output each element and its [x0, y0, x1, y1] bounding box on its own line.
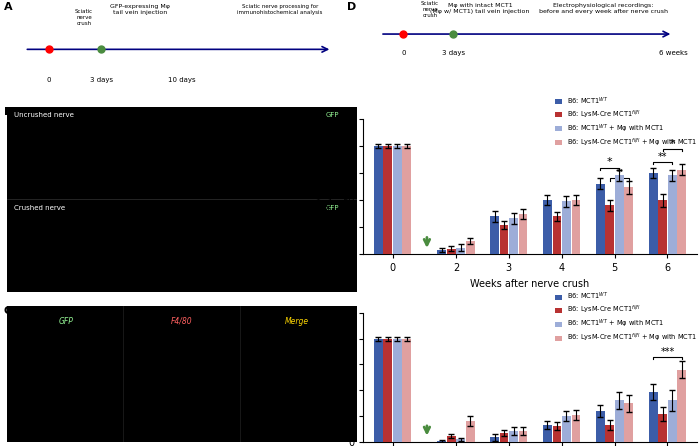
Bar	[624, 187, 634, 254]
Bar	[658, 200, 667, 254]
Bar	[596, 184, 605, 254]
Bar	[438, 250, 446, 254]
Text: GFP: GFP	[59, 317, 74, 326]
Y-axis label: CAMP amplitude recovery
(%, relative to pre-crush): CAMP amplitude recovery (%, relative to …	[315, 323, 335, 432]
Bar	[624, 404, 634, 442]
Bar	[393, 339, 402, 442]
Text: F: F	[317, 306, 324, 317]
Bar	[606, 425, 614, 442]
Text: 0: 0	[47, 77, 51, 83]
Bar	[384, 146, 392, 254]
Text: Merge: Merge	[285, 317, 309, 326]
Bar	[552, 426, 561, 442]
Text: 3 days: 3 days	[442, 50, 465, 57]
Bar	[456, 248, 465, 254]
Bar	[374, 146, 383, 254]
Text: 0: 0	[401, 50, 406, 57]
Text: 6 weeks: 6 weeks	[659, 50, 687, 57]
Text: B: B	[4, 107, 12, 116]
Text: F4/80: F4/80	[171, 317, 192, 326]
Text: *: *	[669, 139, 675, 149]
Bar	[447, 248, 456, 254]
Bar	[447, 436, 456, 442]
Bar	[543, 200, 552, 254]
Bar	[668, 401, 677, 442]
Text: D: D	[346, 2, 356, 12]
Text: GFP: GFP	[326, 112, 340, 118]
Bar	[509, 219, 518, 254]
Bar	[500, 225, 508, 254]
Text: ***: ***	[660, 347, 675, 357]
Bar	[543, 425, 552, 442]
Bar	[519, 431, 528, 442]
Bar	[509, 431, 518, 442]
Text: A: A	[4, 2, 12, 12]
Bar	[490, 216, 499, 254]
Bar	[384, 339, 392, 442]
Text: Mφ with intact MCT1
(Mφ w/ MCT1) tail vein injection: Mφ with intact MCT1 (Mφ w/ MCT1) tail ve…	[430, 4, 530, 14]
Bar	[658, 414, 667, 442]
Text: GFP-expressing Mφ
tail vein injection: GFP-expressing Mφ tail vein injection	[110, 4, 170, 15]
Bar	[562, 201, 570, 254]
Bar	[466, 421, 475, 442]
Bar	[615, 401, 624, 442]
Bar	[552, 216, 561, 254]
Text: E: E	[317, 112, 325, 122]
Bar	[596, 411, 605, 442]
Bar	[374, 339, 383, 442]
Text: GFP: GFP	[326, 205, 340, 211]
Bar	[668, 175, 677, 254]
Text: 10 days: 10 days	[168, 77, 195, 83]
Bar	[466, 241, 475, 254]
Bar	[402, 339, 411, 442]
Bar	[615, 175, 624, 254]
Bar	[490, 438, 499, 442]
Y-axis label: Motor NCV recovery
(%, relative to pre-crush): Motor NCV recovery (%, relative to pre-c…	[315, 134, 335, 240]
Text: 3 days: 3 days	[90, 77, 113, 83]
Bar	[678, 370, 686, 442]
Text: *: *	[617, 168, 622, 178]
Bar	[649, 392, 657, 442]
Legend: B6: MCT1$^{WT}$, B6: LysM-Cre MCT1$^{fl/fl}$, B6: MCT1$^{WT}$ + Mφ with MCT1, B6: B6: MCT1$^{WT}$, B6: LysM-Cre MCT1$^{fl/…	[552, 288, 700, 347]
Bar	[438, 441, 446, 442]
Bar	[606, 206, 614, 254]
Bar	[562, 416, 570, 442]
Text: Electrophysiological recordings:
before and every week after nerve crush: Electrophysiological recordings: before …	[539, 4, 668, 14]
Text: Sciatic
nerve
crush: Sciatic nerve crush	[421, 1, 439, 18]
Text: C: C	[4, 306, 12, 316]
Text: Sciatic
nerve
crush: Sciatic nerve crush	[75, 9, 93, 26]
Bar	[519, 214, 528, 254]
Bar	[500, 434, 508, 442]
Bar	[572, 200, 580, 254]
Bar	[456, 439, 465, 442]
Text: **: **	[658, 152, 667, 162]
Text: Sciatic nerve processing for
immunohistochemical analysis: Sciatic nerve processing for immunohisto…	[237, 4, 323, 15]
Text: *: *	[607, 157, 612, 167]
Bar	[572, 415, 580, 442]
Bar	[402, 146, 411, 254]
Text: Crushed nerve: Crushed nerve	[14, 205, 65, 211]
Bar	[678, 170, 686, 254]
Text: Uncrushed nerve: Uncrushed nerve	[14, 112, 74, 118]
Legend: B6: MCT1$^{WT}$, B6: LysM-Cre MCT1$^{fl/fl}$, B6: MCT1$^{WT}$ + Mφ with MCT1, B6: B6: MCT1$^{WT}$, B6: LysM-Cre MCT1$^{fl/…	[552, 93, 700, 151]
Bar	[393, 146, 402, 254]
X-axis label: Weeks after nerve crush: Weeks after nerve crush	[470, 279, 589, 289]
Bar	[649, 173, 657, 254]
